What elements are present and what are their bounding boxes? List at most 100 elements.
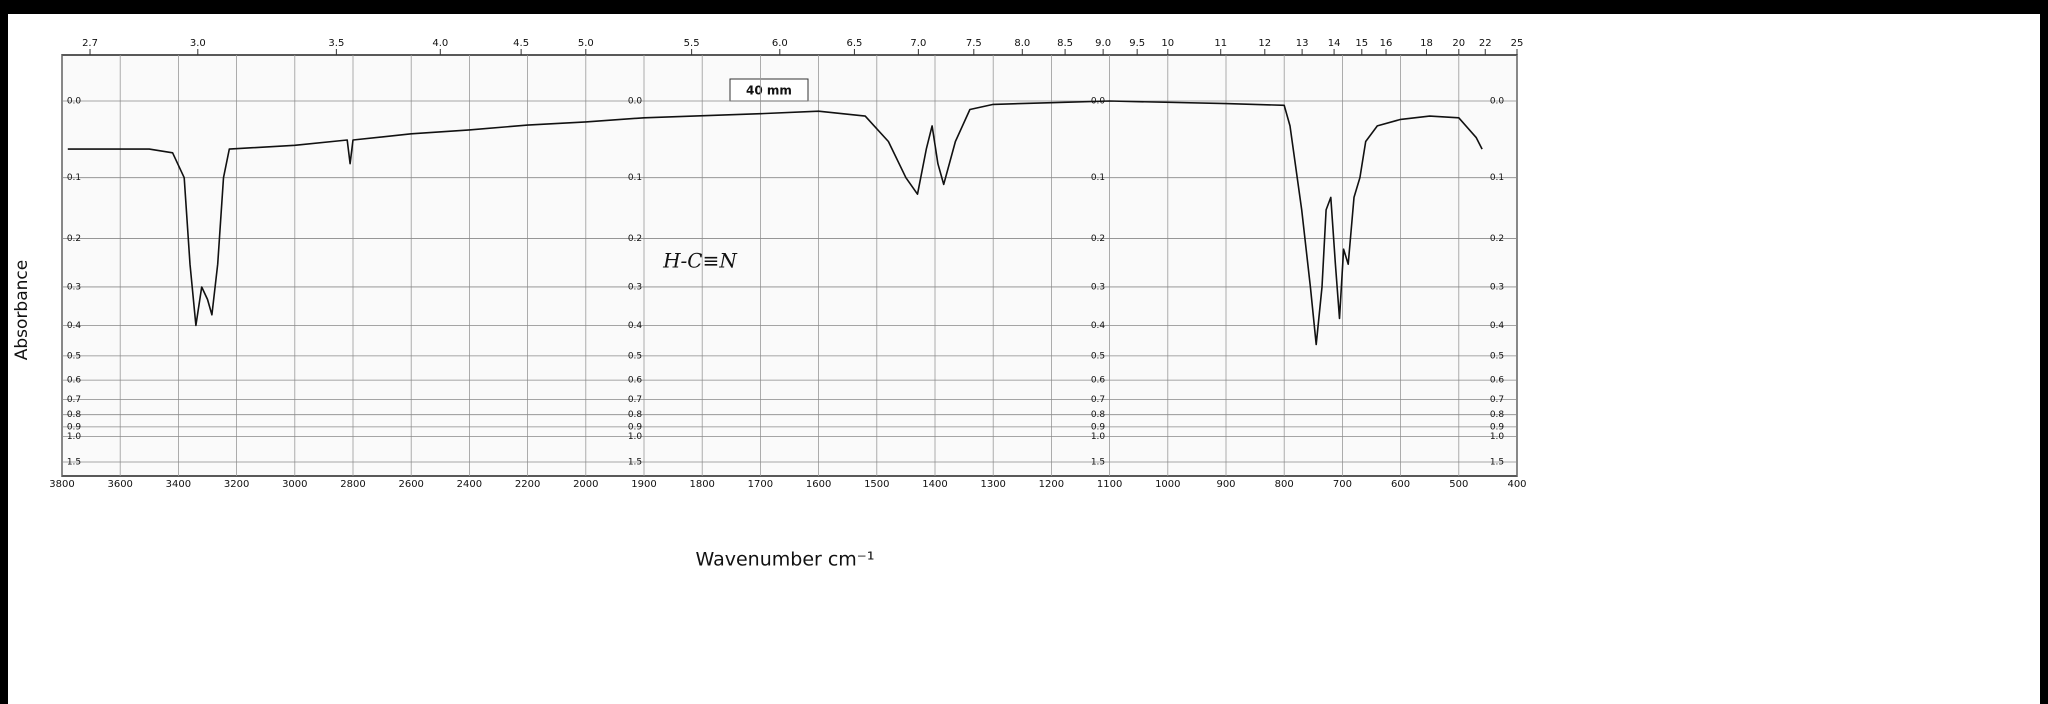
x-tick-label: 3800 <box>49 479 74 490</box>
y-tick-label: 0.4 <box>67 321 82 331</box>
x2-tick-label: 13 <box>1296 38 1309 49</box>
x-tick-label: 1300 <box>980 479 1005 490</box>
y-tick-label: 0.3 <box>1091 282 1105 292</box>
y-tick-label: 0.4 <box>1490 321 1505 331</box>
x-tick-label: 3200 <box>224 479 249 490</box>
y-tick-label: 1.0 <box>1091 432 1106 442</box>
x-tick-label: 900 <box>1216 479 1235 490</box>
x-tick-label: 3000 <box>282 479 307 490</box>
y-tick-label: 0.3 <box>628 282 642 292</box>
x-tick-label: 2000 <box>573 479 598 490</box>
y-tick-label: 1.0 <box>67 432 82 442</box>
x2-tick-label: 8.5 <box>1057 38 1073 49</box>
x-tick-label: 2800 <box>340 479 365 490</box>
spectrum-line <box>67 100 1483 346</box>
y-tick-label: 0.2 <box>1091 234 1105 244</box>
y-tick-label: 0.5 <box>1091 351 1105 361</box>
x-tick-label: 1200 <box>1039 479 1064 490</box>
x2-tick-label: 18 <box>1420 38 1433 49</box>
x2-tick-label: 9.5 <box>1129 38 1145 49</box>
x2-tick-label: 7.0 <box>910 38 926 49</box>
y-tick-label: 1.0 <box>1490 432 1505 442</box>
x2-tick-label: 9.0 <box>1095 38 1111 49</box>
y-tick-label: 0.7 <box>1490 395 1504 405</box>
y-tick-label: 0.0 <box>1490 97 1505 107</box>
y-tick-label: 0.8 <box>67 410 82 420</box>
y-tick-label: 0.7 <box>67 395 81 405</box>
y-tick-label: 0.7 <box>628 395 642 405</box>
x2-tick-label: 4.5 <box>513 38 529 49</box>
y-tick-label: 0.1 <box>67 173 81 183</box>
x2-tick-label: 14 <box>1328 38 1341 49</box>
x-tick-label: 1600 <box>806 479 831 490</box>
x-tick-label: 1800 <box>689 479 714 490</box>
x2-tick-label: 6.5 <box>846 38 862 49</box>
y-tick-label: 0.4 <box>628 321 643 331</box>
y-tick-label: 0.3 <box>67 282 81 292</box>
x2-tick-label: 12 <box>1258 38 1271 49</box>
y-tick-label: 1.5 <box>67 458 81 468</box>
y-tick-label: 0.2 <box>1490 234 1504 244</box>
y-tick-label: 0.3 <box>1490 282 1504 292</box>
x-tick-label: 400 <box>1507 479 1526 490</box>
y-tick-label: 0.1 <box>1091 173 1105 183</box>
y-tick-label: 0.5 <box>67 351 81 361</box>
x2-tick-label: 2.7 <box>82 38 98 49</box>
x2-tick-label: 4.0 <box>432 38 448 49</box>
y-tick-label: 0.1 <box>628 173 642 183</box>
x-tick-label: 2600 <box>398 479 423 490</box>
x-tick-label: 600 <box>1391 479 1410 490</box>
plot-frame <box>61 54 1518 477</box>
y-tick-label: 0.5 <box>1490 351 1504 361</box>
x2-tick-label: 10 <box>1161 38 1174 49</box>
y-tick-label: 1.5 <box>628 458 642 468</box>
y-tick-label: 0.9 <box>628 422 643 432</box>
y-tick-label: 0.2 <box>67 234 81 244</box>
x2-tick-label: 7.5 <box>966 38 982 49</box>
x-tick-label: 1000 <box>1155 479 1180 490</box>
y-tick-label: 0.9 <box>1091 422 1106 432</box>
y-axis-label: Absorbance <box>12 260 32 360</box>
annotation: H-C≡N <box>662 249 738 273</box>
x2-tick-label: 22 <box>1479 38 1492 49</box>
x2-tick-label: 5.5 <box>684 38 700 49</box>
y-tick-label: 0.6 <box>628 376 643 386</box>
x2-tick-label: 3.0 <box>190 38 206 49</box>
y-tick-label: 0.2 <box>628 234 642 244</box>
x-tick-label: 1100 <box>1097 479 1122 490</box>
y-tick-label: 1.5 <box>1490 458 1504 468</box>
y-tick-label: 0.8 <box>628 410 643 420</box>
y-tick-label: 0.8 <box>1091 410 1106 420</box>
x2-tick-label: 15 <box>1355 38 1368 49</box>
x2-tick-label: 3.5 <box>328 38 344 49</box>
x-tick-label: 1500 <box>864 479 889 490</box>
y-tick-label: 0.4 <box>1091 321 1106 331</box>
x-tick-label: 3400 <box>166 479 191 490</box>
x-tick-label: 500 <box>1449 479 1468 490</box>
y-tick-label: 0.0 <box>628 97 643 107</box>
y-tick-label: 0.7 <box>1091 395 1105 405</box>
y-tick-label: 0.5 <box>628 351 642 361</box>
y-tick-label: 1.5 <box>1091 458 1105 468</box>
y-tick-label: 0.8 <box>1490 410 1505 420</box>
y-tick-label: 0.6 <box>1091 376 1106 386</box>
y-tick-label: 0.6 <box>67 376 82 386</box>
x-axis-label: Wavenumber cm⁻¹ <box>696 549 875 571</box>
x2-tick-label: 25 <box>1511 38 1524 49</box>
x-tick-label: 1700 <box>748 479 773 490</box>
y-tick-label: 0.9 <box>67 422 82 432</box>
x2-tick-label: 6.0 <box>772 38 788 49</box>
scan-border <box>0 0 2048 14</box>
x2-tick-label: 20 <box>1452 38 1465 49</box>
x-tick-label: 1900 <box>631 479 656 490</box>
scan-border <box>2040 0 2048 704</box>
x2-tick-label: 11 <box>1214 38 1227 49</box>
x2-tick-label: 8.0 <box>1014 38 1030 49</box>
scan-border <box>0 0 8 704</box>
x2-tick-label: 16 <box>1380 38 1393 49</box>
y-tick-label: 0.0 <box>67 97 82 107</box>
y-tick-label: 1.0 <box>628 432 643 442</box>
y-tick-label: 0.9 <box>1490 422 1505 432</box>
x-tick-label: 2400 <box>457 479 482 490</box>
